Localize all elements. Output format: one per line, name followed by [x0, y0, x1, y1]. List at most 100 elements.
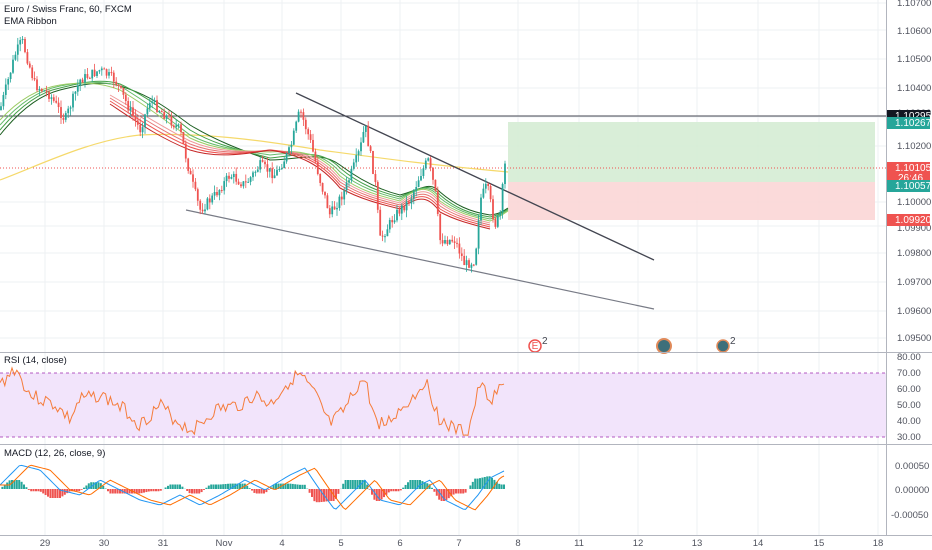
symbol-title[interactable]: Euro / Swiss Franc, 60, FXCM: [4, 4, 132, 15]
time-tick: 31: [158, 538, 169, 549]
macd-histogram-bar: [296, 484, 299, 489]
macd-histogram-bar: [174, 484, 177, 489]
candle-body: [2, 94, 5, 107]
candle-body: [129, 107, 132, 111]
macd-axis[interactable]: 0.00050 0.00000 -0.00050: [891, 461, 929, 521]
candle-body: [489, 186, 492, 200]
price-tick: 1.10600: [897, 26, 931, 37]
candle-body: [69, 107, 72, 109]
long-position-stop-zone[interactable]: [508, 182, 875, 220]
candle-body: [374, 173, 377, 183]
candle-body: [232, 173, 235, 178]
event-marker-1[interactable]: E 2: [528, 336, 548, 353]
macd-histogram-bar: [246, 485, 249, 489]
dividend-icon[interactable]: [656, 338, 672, 354]
macd-histogram-bar: [291, 483, 294, 489]
candle-body: [453, 241, 456, 243]
macd-histogram-bar: [414, 480, 417, 489]
candle-body: [67, 108, 70, 114]
price-tick: 1.10400: [897, 83, 931, 94]
candle-body: [24, 38, 26, 53]
macd-histogram-bar: [152, 489, 155, 492]
candle-body: [182, 132, 185, 144]
candle-body: [45, 90, 48, 92]
long-position-profit-zone[interactable]: [508, 122, 875, 182]
time-tick: 30: [99, 538, 110, 549]
price-tick: 1.09500: [897, 333, 931, 344]
candle-body: [194, 181, 197, 190]
candle-body: [84, 74, 86, 83]
event-marker-2[interactable]: [656, 338, 672, 354]
macd-histogram-bar: [404, 484, 407, 489]
candle-body: [283, 161, 286, 169]
ema-ribbon-legend[interactable]: EMA Ribbon: [4, 16, 57, 27]
upper-trendline[interactable]: [295, 92, 655, 261]
candle-body: [417, 180, 420, 188]
candle-body: [4, 84, 7, 95]
macd-histogram-bar: [443, 489, 445, 501]
macd-histogram-bar: [56, 489, 59, 498]
macd-histogram-bar: [20, 481, 23, 489]
candle-body: [463, 255, 466, 266]
macd-histogram-bar: [205, 487, 208, 489]
macd-histogram-bar: [87, 483, 90, 489]
candle-body: [52, 97, 55, 101]
macd-histogram-bar: [498, 483, 501, 489]
candle-body: [254, 171, 257, 173]
macd-histogram-bar: [335, 489, 337, 499]
rsi-axis[interactable]: 80.00 70.00 60.00 50.00 40.00 30.00: [897, 352, 921, 443]
candle-body: [93, 69, 96, 77]
candle-body: [376, 182, 379, 210]
macd-histogram-bar: [390, 489, 393, 492]
candle-body: [240, 184, 242, 187]
candle-body: [343, 190, 346, 200]
candle-body: [441, 240, 444, 244]
earnings-flag-icon[interactable]: [716, 339, 730, 353]
macd-histogram-bar: [32, 489, 35, 492]
candle-body: [470, 264, 473, 268]
macd-histogram-bar: [277, 483, 280, 489]
candle-body: [424, 160, 427, 169]
candle-body: [120, 85, 122, 88]
candle-body: [297, 111, 300, 122]
lower-trendline[interactable]: [185, 209, 655, 310]
candle-body: [312, 139, 314, 152]
candle-body: [180, 124, 182, 133]
macd-histogram-bar: [409, 480, 412, 489]
candle-body: [360, 142, 362, 152]
macd-histogram-bar: [99, 483, 102, 489]
candle-body: [261, 160, 264, 162]
macd-histogram-bar: [337, 489, 340, 494]
candle-body: [319, 174, 322, 183]
macd-legend[interactable]: MACD (12, 26, close, 9): [4, 448, 105, 459]
macd-tick: -0.00050: [891, 510, 929, 521]
macd-histogram-bar: [6, 482, 9, 489]
candle-body: [345, 182, 348, 191]
rsi-tick: 60.00: [897, 384, 921, 395]
macd-histogram-bar: [157, 489, 160, 492]
time-axis[interactable]: 29 30 31 Nov 4 5 6 7 8 11 12 13 14 15 18: [40, 538, 884, 549]
macd-histogram-bar: [303, 484, 306, 489]
macd-histogram-bar: [49, 489, 52, 498]
candle-body: [300, 111, 302, 113]
rsi-legend[interactable]: RSI (14, close): [4, 355, 67, 366]
candle-body: [264, 161, 266, 165]
macd-histogram-bar: [179, 484, 181, 489]
candle-body: [357, 151, 360, 156]
candle-body: [0, 106, 2, 110]
price-tick: 1.09700: [897, 277, 931, 288]
rsi-tick: 30.00: [897, 432, 921, 443]
macd-histogram-bar: [143, 489, 145, 493]
price-tick: 1.09600: [897, 306, 931, 317]
macd-histogram-bar: [78, 489, 81, 492]
candle-body: [223, 181, 226, 191]
candle-body: [64, 113, 67, 120]
candle-body: [405, 201, 408, 211]
candle-body: [124, 94, 127, 101]
time-tick: 4: [279, 538, 284, 549]
candle-body: [276, 169, 278, 176]
macd-histogram-bar: [455, 489, 457, 494]
macd-histogram-bar: [248, 488, 251, 489]
macd-histogram-bar: [330, 489, 333, 501]
